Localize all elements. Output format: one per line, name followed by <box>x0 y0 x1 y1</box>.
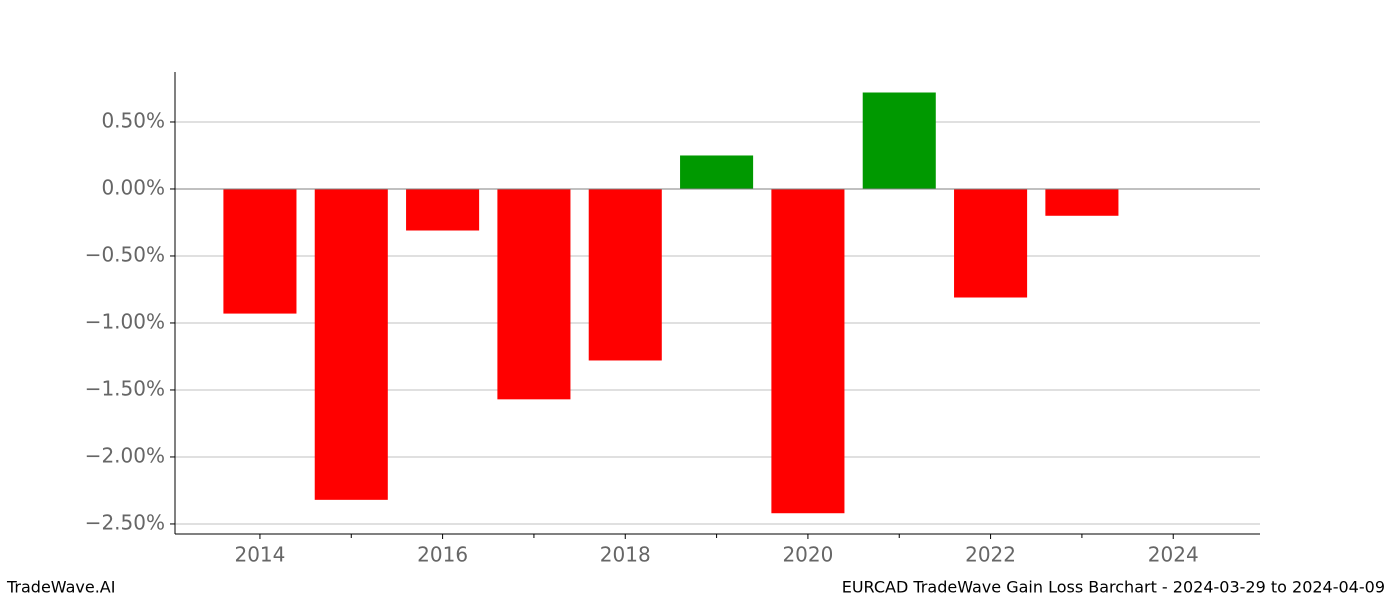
bar <box>862 92 936 189</box>
x-tick-label: 2020 <box>782 543 833 567</box>
brand: TradeWave.AI <box>6 578 115 597</box>
bar <box>314 188 388 500</box>
bar <box>588 188 662 361</box>
y-tick-label: 0.50% <box>101 108 165 132</box>
y-tick-label: −0.50% <box>85 242 165 266</box>
x-tick-label: 2024 <box>1148 543 1199 567</box>
x-tick-label: 2014 <box>234 543 285 567</box>
bar <box>771 188 845 514</box>
x-tick-label: 2022 <box>965 543 1016 567</box>
bar <box>954 188 1028 298</box>
y-tick-label: −1.00% <box>85 309 165 333</box>
x-tick-label: 2018 <box>600 543 651 567</box>
bar <box>1045 188 1119 216</box>
bar <box>497 188 571 400</box>
y-tick-label: 0.00% <box>101 175 165 199</box>
chart-title: EURCAD TradeWave Gain Loss Barchart - 20… <box>842 578 1385 597</box>
y-tick-label: −2.00% <box>85 443 165 467</box>
bar <box>406 188 480 231</box>
bar <box>223 188 297 314</box>
y-tick-label: −2.50% <box>85 510 165 534</box>
x-tick-label: 2016 <box>417 543 468 567</box>
y-tick-label: −1.50% <box>85 376 165 400</box>
bar <box>680 155 754 189</box>
